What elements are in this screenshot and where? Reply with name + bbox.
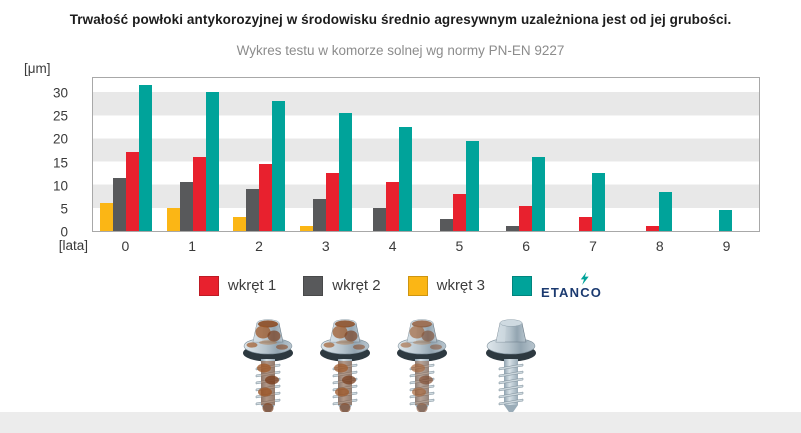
legend-item-label: wkręt 1 bbox=[227, 277, 277, 294]
screw-photo-3 bbox=[392, 316, 452, 416]
legend-swatch-gray bbox=[303, 275, 324, 296]
y-tick-label: 10 bbox=[52, 178, 68, 194]
bar-wkręt-1-year-7 bbox=[579, 217, 593, 231]
bar-ETANCO-year-8 bbox=[659, 191, 673, 231]
bar-group-year-9 bbox=[692, 78, 759, 231]
x-tick-label: 2 bbox=[255, 238, 263, 254]
x-tick-label: 0 bbox=[121, 238, 130, 254]
screw-photo-1 bbox=[238, 316, 298, 416]
etanco-logo: ETANCO bbox=[541, 272, 602, 299]
bar-group-year-2 bbox=[226, 78, 293, 231]
bar-ETANCO-year-5 bbox=[465, 140, 479, 231]
y-tick-label: 30 bbox=[52, 85, 68, 101]
y-axis-ticks: 0 5 10 15 20 25 30 bbox=[0, 77, 84, 240]
y-tick-label: 0 bbox=[60, 224, 68, 240]
bar-group-year-0 bbox=[93, 78, 160, 231]
screw-photo-2 bbox=[315, 316, 375, 416]
bar-wkręt-3-year-3 bbox=[300, 226, 314, 231]
screw-photo-4 bbox=[481, 316, 541, 416]
bar-group-year-3 bbox=[293, 78, 360, 231]
bar-wkręt-3-year-0 bbox=[100, 203, 114, 231]
y-tick-label: 20 bbox=[52, 131, 68, 147]
x-tick-label: 6 bbox=[522, 238, 531, 254]
bar-ETANCO-year-0 bbox=[139, 85, 153, 231]
bar-wkręt-1-year-4 bbox=[386, 182, 400, 231]
bar-wkręt-1-year-0 bbox=[126, 152, 140, 231]
bar-group-year-7 bbox=[559, 78, 626, 231]
bar-wkręt-1-year-1 bbox=[192, 156, 206, 231]
bar-wkręt-2-year-3 bbox=[313, 198, 327, 231]
bar-wkręt-1-year-3 bbox=[326, 173, 340, 231]
y-tick-label: 5 bbox=[60, 201, 68, 217]
bar-wkręt-1-year-5 bbox=[452, 194, 466, 231]
bar-group-year-8 bbox=[626, 78, 693, 231]
bar-wkręt-2-year-6 bbox=[506, 226, 520, 231]
bar-ETANCO-year-9 bbox=[719, 210, 733, 231]
bar-ETANCO-year-1 bbox=[205, 92, 219, 231]
bar-wkręt-2-year-5 bbox=[439, 219, 453, 231]
bar-wkręt-1-year-2 bbox=[259, 163, 273, 231]
bar-wkręt-2-year-2 bbox=[246, 189, 260, 231]
x-axis-labels: 0 1 2 3 4 5 6 7 8 9 bbox=[92, 238, 760, 254]
bar-ETANCO-year-2 bbox=[272, 101, 286, 231]
legend: wkręt 1 wkręt 2 wkręt 3 ETANCO bbox=[0, 272, 801, 299]
bar-wkręt-1-year-8 bbox=[646, 226, 660, 231]
chart-subtitle: Wykres testu w komorze solnej wg normy P… bbox=[236, 43, 565, 58]
bar-ETANCO-year-7 bbox=[592, 173, 606, 231]
legend-item-label: wkręt 2 bbox=[332, 277, 381, 294]
bar-wkręt-3-year-1 bbox=[166, 207, 180, 231]
x-axis-unit-label: [lata] bbox=[58, 238, 88, 253]
x-tick-label: 4 bbox=[388, 238, 397, 254]
bar-ETANCO-year-4 bbox=[399, 126, 413, 231]
x-tick-label: 5 bbox=[455, 238, 464, 254]
chart-title: Trwałość powłoki antykorozyjnej w środow… bbox=[69, 12, 732, 27]
legend-item-wkret-1: wkręt 1 bbox=[198, 275, 277, 296]
legend-item-wkret-2: wkręt 2 bbox=[303, 275, 381, 296]
bar-wkręt-2-year-0 bbox=[113, 177, 127, 231]
bar-group-year-4 bbox=[359, 78, 426, 231]
screw-photos bbox=[0, 316, 801, 416]
bar-wkręt-1-year-6 bbox=[519, 205, 533, 231]
bar-wkręt-3-year-2 bbox=[233, 217, 247, 231]
legend-swatch-teal bbox=[511, 275, 532, 296]
legend-item-etanco: ETANCO bbox=[511, 272, 602, 299]
bar-group-year-5 bbox=[426, 78, 493, 231]
legend-swatch-yellow bbox=[407, 275, 428, 296]
legend-item-wkret-3: wkręt 3 bbox=[407, 275, 485, 296]
bar-chart bbox=[92, 77, 760, 232]
etanco-logo-text: ETANCO bbox=[540, 285, 603, 300]
x-tick-label: 3 bbox=[321, 238, 330, 254]
y-axis-unit-label: [μm] bbox=[24, 61, 51, 76]
y-tick-label: 15 bbox=[52, 155, 68, 171]
bar-group-year-1 bbox=[160, 78, 227, 231]
x-tick-label: 8 bbox=[655, 238, 664, 254]
legend-item-label: wkręt 3 bbox=[436, 277, 485, 294]
bar-group-year-6 bbox=[493, 78, 560, 231]
bar-wkręt-2-year-1 bbox=[179, 182, 193, 231]
bar-ETANCO-year-3 bbox=[339, 113, 353, 231]
y-tick-label: 25 bbox=[52, 108, 68, 124]
x-tick-label: 1 bbox=[188, 238, 197, 254]
bar-wkręt-2-year-4 bbox=[373, 207, 387, 231]
etanco-flash-icon bbox=[580, 272, 589, 285]
legend-swatch-red bbox=[198, 275, 219, 296]
x-tick-label: 9 bbox=[722, 238, 731, 254]
x-tick-label: 7 bbox=[589, 238, 597, 254]
bottom-band bbox=[0, 412, 801, 433]
bar-ETANCO-year-6 bbox=[532, 156, 546, 231]
plot-area bbox=[93, 78, 759, 231]
